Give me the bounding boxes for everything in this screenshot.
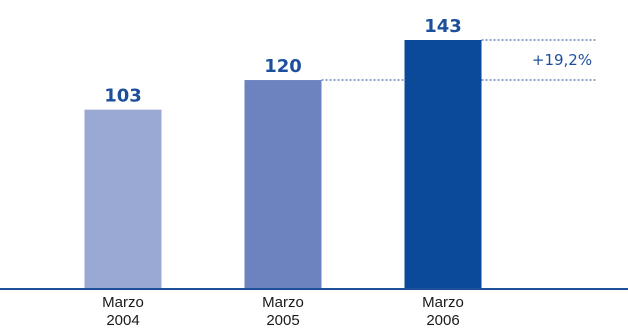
value-label-2006: 143 — [424, 16, 462, 37]
category-label-line1: Marzo — [262, 294, 304, 311]
category-label-line2: 2004 — [106, 312, 139, 329]
bar-2005 — [244, 80, 322, 289]
bar-2004 — [84, 109, 162, 289]
bars-group — [84, 40, 482, 289]
value-label-2004: 103 — [104, 86, 142, 107]
value-label-2005: 120 — [264, 56, 302, 77]
annotation-label: +19,2% — [532, 51, 592, 69]
category-label-line1: Marzo — [102, 294, 144, 311]
bar-2006 — [404, 40, 482, 289]
category-label-line1: Marzo — [422, 294, 464, 311]
category-label-line2: 2005 — [266, 312, 299, 329]
category-label-line2: 2006 — [426, 312, 459, 329]
annotation-guides — [321, 39, 596, 81]
